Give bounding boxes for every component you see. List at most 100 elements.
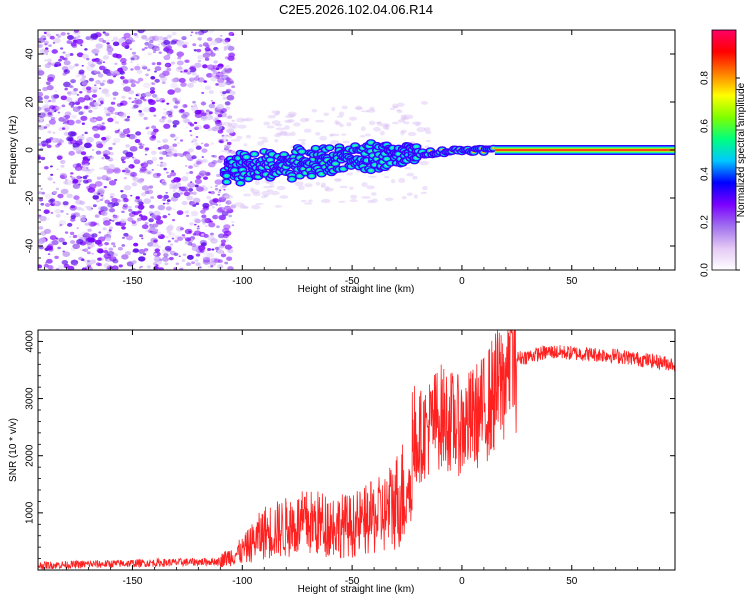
spectrogram-noise-speck <box>166 174 172 179</box>
spectrogram-noise-speck <box>57 142 62 146</box>
spectrogram-noise-speck <box>91 149 95 151</box>
spectrogram-noise-speck <box>66 40 72 45</box>
spectrogram-x-ticks: -150 -100 -50 0 50 <box>44 30 661 287</box>
spectrogram-haze-speck <box>383 175 390 179</box>
spectrogram-noise-speck <box>41 35 47 39</box>
spectrogram-noise-speck <box>43 104 50 109</box>
spectrogram-noise-speck <box>125 204 128 207</box>
spectrogram-noise-speck <box>148 218 154 223</box>
spectrogram-noise-speck <box>46 33 52 37</box>
spectrogram-noise-speck <box>67 265 75 270</box>
colorbar-tick-label: 0.2 <box>700 215 711 229</box>
spectrogram-noise-speck <box>174 239 179 243</box>
spectrogram-noise-speck <box>211 248 215 251</box>
spectrogram-noise-speck <box>131 156 135 159</box>
spectrogram-noise-speck <box>109 192 115 197</box>
spectrogram-noise-speck <box>145 127 149 130</box>
spectrogram-haze-speck <box>366 109 376 113</box>
spectrogram-noise-speck <box>78 72 81 75</box>
spectrogram-haze-speck <box>391 178 396 184</box>
spectrogram-noise-speck <box>147 98 154 103</box>
spectrogram-noise-speck <box>225 139 229 142</box>
spectrogram-noise-speck <box>77 97 86 103</box>
spectrogram-noise-speck <box>219 265 223 269</box>
spectrogram-noise-speck <box>190 243 197 248</box>
spectrogram-noise-speck <box>112 97 117 100</box>
spectrogram-noise-speck <box>181 234 186 237</box>
spectrogram-noise-speck <box>125 155 130 159</box>
spectrogram-noise-speck <box>81 208 85 211</box>
spectrogram-noise-speck <box>64 121 69 125</box>
spectrogram-noise-speck <box>189 65 196 70</box>
spectrogram-haze-speck <box>223 194 234 199</box>
spectrogram-noise-speck <box>162 138 169 143</box>
spectrogram-noise-speck <box>125 169 131 174</box>
spectrogram-noise-speck <box>133 159 141 165</box>
spectrogram-haze-speck <box>308 199 313 203</box>
spectrogram-noise-speck <box>102 149 111 156</box>
spectrogram-noise-speck <box>79 77 86 82</box>
spectrogram-haze-speck <box>263 121 271 126</box>
spectrogram-noise-speck <box>44 203 51 208</box>
spectrogram-haze-speck <box>263 194 269 197</box>
spectrogram-noise-speck <box>223 45 230 50</box>
spectrogram-noise-speck <box>137 178 144 184</box>
spectrogram-noise-speck <box>85 174 89 178</box>
spectrogram-haze-speck <box>288 113 296 118</box>
spectrogram-noise-speck <box>38 156 41 160</box>
spectrogram-noise-speck <box>152 210 161 217</box>
spectrogram-noise-speck <box>135 99 143 105</box>
spectrogram-noise-speck <box>38 106 42 111</box>
spectrogram-haze-speck <box>266 125 275 129</box>
spectrogram-noise-speck <box>209 232 214 236</box>
spectrogram-noise-speck <box>38 91 44 97</box>
spectrogram-noise-speck <box>42 87 48 92</box>
spectrogram-noise-speck <box>207 252 215 258</box>
spectrogram-noise-speck <box>194 121 198 125</box>
spectrogram-noise-speck <box>100 210 108 216</box>
spectrogram-noise-speck <box>182 104 188 108</box>
spectrogram-noise-speck <box>48 177 53 181</box>
spectrogram-haze-speck <box>355 107 364 110</box>
spectrogram-noise-speck <box>84 94 90 99</box>
spectrogram-noise-speck <box>221 138 224 141</box>
colorbar-tick-label: 0.4 <box>700 167 711 181</box>
spectrogram-noise-speck <box>186 195 194 201</box>
spectrogram-haze-speck <box>230 139 241 142</box>
spectrogram-haze-speck <box>274 205 283 208</box>
spectrogram-noise-speck <box>162 144 170 150</box>
spectrogram-noise-speck <box>192 100 196 104</box>
spectrogram-noise-speck <box>76 239 84 245</box>
spectrogram-noise-speck <box>38 126 43 129</box>
spectrogram-noise-speck <box>54 255 59 260</box>
spectrogram-noise-speck <box>46 144 52 149</box>
spectrogram-noise-speck <box>167 89 176 95</box>
spectrogram-noise-speck <box>38 43 44 49</box>
spectrogram-noise-speck <box>224 193 231 199</box>
spectrogram-haze-speck <box>278 131 288 136</box>
spectrogram-noise-speck <box>157 194 163 199</box>
spectrogram-haze-speck <box>251 204 261 210</box>
carrier-blob-core <box>270 153 274 156</box>
spectrogram-noise-speck <box>195 175 202 180</box>
spectrogram-noise-speck <box>81 214 86 218</box>
carrier-blob-core <box>252 153 257 156</box>
spectrogram-noise-speck <box>208 90 215 94</box>
spectrogram-noise-speck <box>200 233 205 237</box>
spectrogram-noise-speck <box>144 41 150 46</box>
spectrogram-haze-speck <box>346 122 352 127</box>
spectrogram-noise-speck <box>121 95 126 99</box>
spectrogram-haze-speck <box>249 187 255 192</box>
spectrogram-noise-speck <box>112 91 119 96</box>
spectrogram-noise-speck <box>146 126 150 129</box>
spectrogram-noise-speck <box>69 175 73 178</box>
spectrogram-noise-speck <box>102 31 106 34</box>
spectrogram-noise-speck <box>203 206 210 211</box>
spectrogram-noise-speck <box>135 131 142 136</box>
spectrogram-haze-speck <box>349 199 358 203</box>
spectrogram-noise-speck <box>143 248 149 252</box>
spectrogram-noise-speck <box>224 144 231 150</box>
spectrogram-haze-speck <box>403 167 412 170</box>
spectrogram-noise-speck <box>153 128 159 133</box>
spectrogram-noise-speck <box>141 48 145 51</box>
